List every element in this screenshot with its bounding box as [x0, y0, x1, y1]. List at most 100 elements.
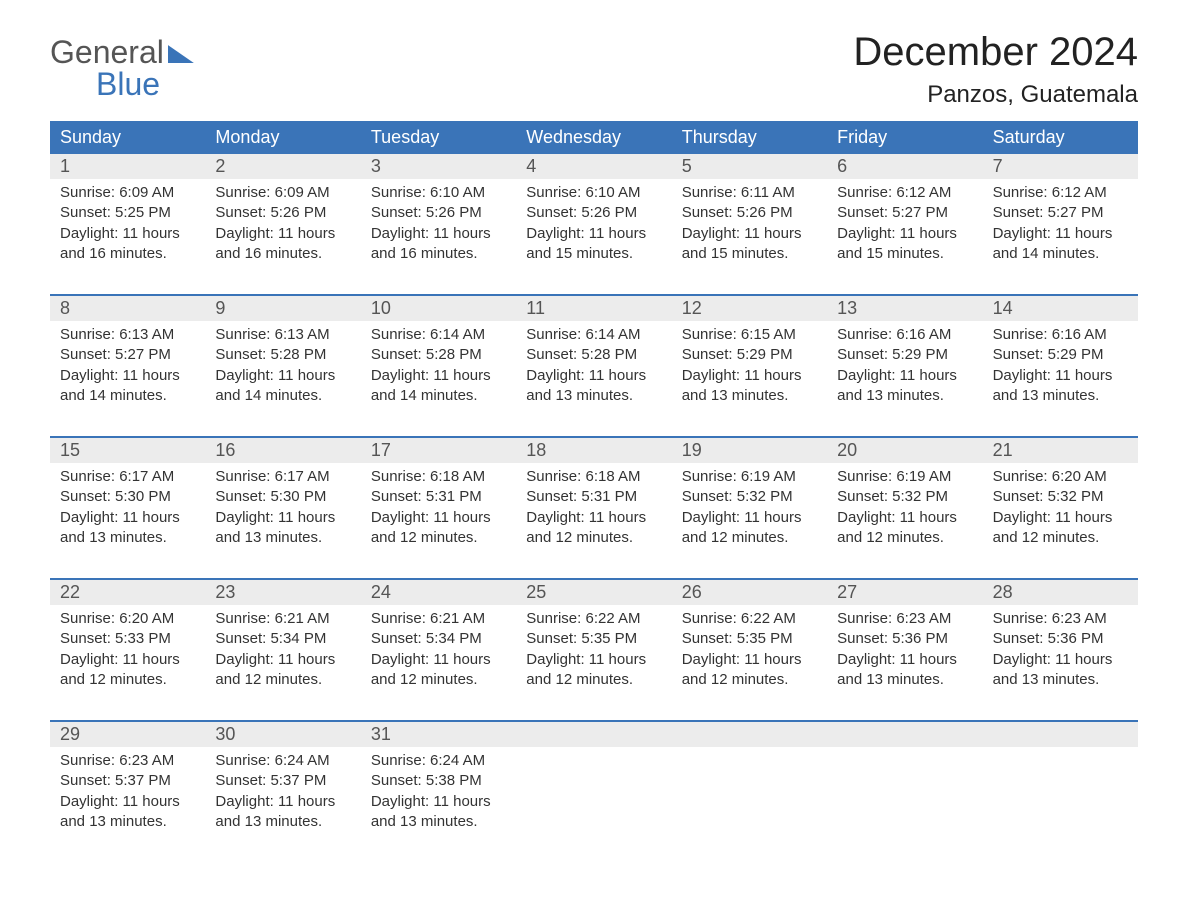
day-cell: 15Sunrise: 6:17 AMSunset: 5:30 PMDayligh…: [50, 438, 205, 556]
week-row: 8Sunrise: 6:13 AMSunset: 5:27 PMDaylight…: [50, 294, 1138, 414]
day-number: 13: [827, 296, 982, 321]
sunset-line: Sunset: 5:31 PM: [526, 487, 661, 507]
day-body: Sunrise: 6:20 AMSunset: 5:32 PMDaylight:…: [983, 463, 1138, 548]
day-number: [827, 722, 982, 747]
day-cell: 9Sunrise: 6:13 AMSunset: 5:28 PMDaylight…: [205, 296, 360, 414]
daylight-line: Daylight: 11 hours and 13 minutes.: [60, 508, 195, 549]
sunset-line: Sunset: 5:37 PM: [215, 771, 350, 791]
sunset-line: Sunset: 5:29 PM: [682, 345, 817, 365]
day-cell: 2Sunrise: 6:09 AMSunset: 5:26 PMDaylight…: [205, 154, 360, 272]
day-number: 8: [50, 296, 205, 321]
daylight-line: Daylight: 11 hours and 12 minutes.: [371, 650, 506, 691]
daylight-line: Daylight: 11 hours and 13 minutes.: [371, 792, 506, 833]
sunset-line: Sunset: 5:32 PM: [837, 487, 972, 507]
sunrise-line: Sunrise: 6:19 AM: [837, 467, 972, 487]
day-body: Sunrise: 6:14 AMSunset: 5:28 PMDaylight:…: [361, 321, 516, 406]
day-number: 25: [516, 580, 671, 605]
day-number: 15: [50, 438, 205, 463]
sunset-line: Sunset: 5:26 PM: [215, 203, 350, 223]
sunrise-line: Sunrise: 6:20 AM: [993, 467, 1128, 487]
daylight-line: Daylight: 11 hours and 14 minutes.: [371, 366, 506, 407]
day-body: Sunrise: 6:10 AMSunset: 5:26 PMDaylight:…: [361, 179, 516, 264]
day-cell: 26Sunrise: 6:22 AMSunset: 5:35 PMDayligh…: [672, 580, 827, 698]
day-cell: 29Sunrise: 6:23 AMSunset: 5:37 PMDayligh…: [50, 722, 205, 840]
day-body: Sunrise: 6:19 AMSunset: 5:32 PMDaylight:…: [672, 463, 827, 548]
day-number: 21: [983, 438, 1138, 463]
sunset-line: Sunset: 5:29 PM: [993, 345, 1128, 365]
day-cell: 13 Sunrise: 6:16 AMSunset: 5:29 PMDayligh…: [827, 296, 982, 414]
sunrise-line: Sunrise: 6:24 AM: [215, 751, 350, 771]
sunrise-line: Sunrise: 6:09 AM: [215, 183, 350, 203]
day-cell: 22Sunrise: 6:20 AMSunset: 5:33 PMDayligh…: [50, 580, 205, 698]
day-number: 29: [50, 722, 205, 747]
week-row: 1Sunrise: 6:09 AMSunset: 5:25 PMDaylight…: [50, 154, 1138, 272]
day-body: Sunrise: 6:11 AMSunset: 5:26 PMDaylight:…: [672, 179, 827, 264]
sunset-line: Sunset: 5:32 PM: [993, 487, 1128, 507]
day-number: 11: [516, 296, 671, 321]
day-cell: 31Sunrise: 6:24 AMSunset: 5:38 PMDayligh…: [361, 722, 516, 840]
sunset-line: Sunset: 5:32 PM: [682, 487, 817, 507]
sunset-line: Sunset: 5:28 PM: [215, 345, 350, 365]
day-body: Sunrise: 6:21 AMSunset: 5:34 PMDaylight:…: [361, 605, 516, 690]
day-body: Sunrise: 6:10 AMSunset: 5:26 PMDaylight:…: [516, 179, 671, 264]
daylight-line: Daylight: 11 hours and 15 minutes.: [682, 224, 817, 265]
sunrise-line: Sunrise: 6:18 AM: [526, 467, 661, 487]
day-number: 23: [205, 580, 360, 605]
day-cell: 30Sunrise: 6:24 AMSunset: 5:37 PMDayligh…: [205, 722, 360, 840]
daylight-line: Daylight: 11 hours and 12 minutes.: [526, 650, 661, 691]
sunrise-line: Sunrise: 6:16 AM: [837, 325, 972, 345]
day-body: Sunrise: 6:12 AMSunset: 5:27 PMDaylight:…: [827, 179, 982, 264]
sunrise-line: Sunrise: 6:19 AM: [682, 467, 817, 487]
sunrise-line: Sunrise: 6:12 AM: [993, 183, 1128, 203]
day-body: Sunrise: 6:23 AMSunset: 5:36 PMDaylight:…: [983, 605, 1138, 690]
daylight-line: Daylight: 11 hours and 12 minutes.: [60, 650, 195, 691]
day-number: 19: [672, 438, 827, 463]
day-cell: [827, 722, 982, 840]
sunset-line: Sunset: 5:26 PM: [682, 203, 817, 223]
dow-sunday: Sunday: [50, 121, 205, 154]
title-block: December 2024 Panzos, Guatemala: [853, 30, 1138, 109]
day-number: [672, 722, 827, 747]
day-cell: [983, 722, 1138, 840]
sunset-line: Sunset: 5:33 PM: [60, 629, 195, 649]
day-body: Sunrise: 6:09 AMSunset: 5:25 PMDaylight:…: [50, 179, 205, 264]
daylight-line: Daylight: 11 hours and 13 minutes.: [837, 650, 972, 691]
day-body: Sunrise: 6:24 AMSunset: 5:37 PMDaylight:…: [205, 747, 360, 832]
sunset-line: Sunset: 5:29 PM: [837, 345, 972, 365]
sunset-line: Sunset: 5:38 PM: [371, 771, 506, 791]
sunrise-line: Sunrise: 6:09 AM: [60, 183, 195, 203]
day-number: 9: [205, 296, 360, 321]
day-cell: 6Sunrise: 6:12 AMSunset: 5:27 PMDaylight…: [827, 154, 982, 272]
sunset-line: Sunset: 5:28 PM: [371, 345, 506, 365]
day-number: 10: [361, 296, 516, 321]
daylight-line: Daylight: 11 hours and 15 minutes.: [837, 224, 972, 265]
day-number: 12: [672, 296, 827, 321]
sunset-line: Sunset: 5:36 PM: [993, 629, 1128, 649]
day-cell: 17Sunrise: 6:18 AMSunset: 5:31 PMDayligh…: [361, 438, 516, 556]
sunrise-line: Sunrise: 6:11 AM: [682, 183, 817, 203]
day-cell: 1Sunrise: 6:09 AMSunset: 5:25 PMDaylight…: [50, 154, 205, 272]
daylight-line: Daylight: 11 hours and 13 minutes.: [215, 508, 350, 549]
daylight-line: Daylight: 11 hours and 15 minutes.: [526, 224, 661, 265]
day-cell: 11Sunrise: 6:14 AMSunset: 5:28 PMDayligh…: [516, 296, 671, 414]
day-number: 22: [50, 580, 205, 605]
day-cell: 3Sunrise: 6:10 AMSunset: 5:26 PMDaylight…: [361, 154, 516, 272]
sunset-line: Sunset: 5:26 PM: [371, 203, 506, 223]
daylight-line: Daylight: 11 hours and 12 minutes.: [526, 508, 661, 549]
sunrise-line: Sunrise: 6:13 AM: [60, 325, 195, 345]
month-title: December 2024: [853, 30, 1138, 75]
day-cell: 4Sunrise: 6:10 AMSunset: 5:26 PMDaylight…: [516, 154, 671, 272]
sunset-line: Sunset: 5:25 PM: [60, 203, 195, 223]
sunset-line: Sunset: 5:27 PM: [837, 203, 972, 223]
day-cell: 8Sunrise: 6:13 AMSunset: 5:27 PMDaylight…: [50, 296, 205, 414]
sunrise-line: Sunrise: 6:24 AM: [371, 751, 506, 771]
day-body: Sunrise: 6:14 AMSunset: 5:28 PMDaylight:…: [516, 321, 671, 406]
day-body: Sunrise: 6:09 AMSunset: 5:26 PMDaylight:…: [205, 179, 360, 264]
sunrise-line: Sunrise: 6:12 AM: [837, 183, 972, 203]
sunset-line: Sunset: 5:26 PM: [526, 203, 661, 223]
daylight-line: Daylight: 11 hours and 13 minutes.: [993, 650, 1128, 691]
day-cell: [672, 722, 827, 840]
daylight-line: Daylight: 11 hours and 13 minutes.: [837, 366, 972, 407]
day-cell: 28Sunrise: 6:23 AMSunset: 5:36 PMDayligh…: [983, 580, 1138, 698]
day-number: 2: [205, 154, 360, 179]
